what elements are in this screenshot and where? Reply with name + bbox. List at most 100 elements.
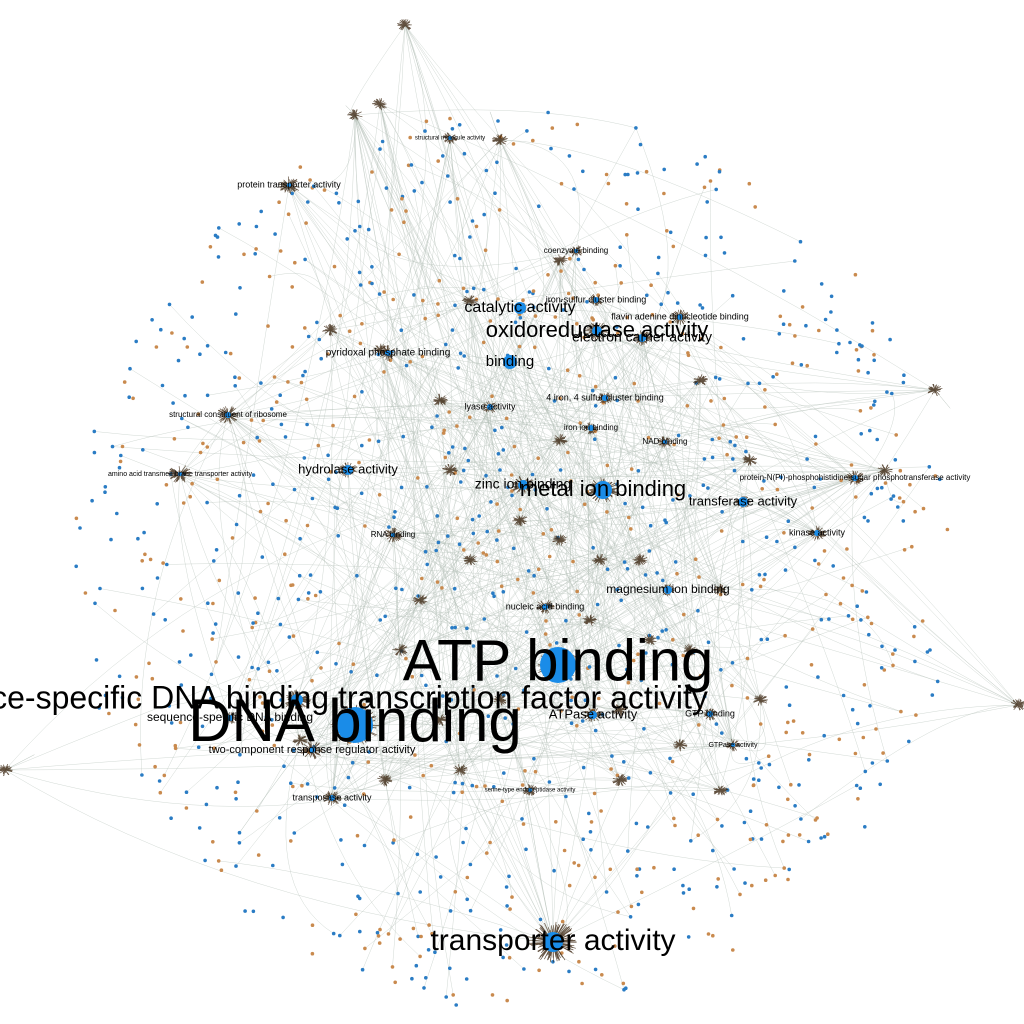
leaf-node <box>287 635 292 639</box>
edge <box>256 399 441 812</box>
node-label: flavin adenine dinucleotide binding <box>611 311 749 321</box>
leaf-node <box>317 337 322 342</box>
edge <box>443 250 577 434</box>
leaf-node <box>266 324 270 328</box>
leaf-node <box>471 286 476 291</box>
leaf-node <box>278 622 283 627</box>
leaf-node <box>763 572 767 577</box>
leaf-node <box>629 467 634 471</box>
leaf-node <box>592 791 597 796</box>
edge <box>299 379 701 741</box>
leaf-node <box>504 416 509 421</box>
edge <box>393 785 721 844</box>
leaf-node <box>593 384 598 389</box>
leaf-node <box>763 878 768 882</box>
cluster <box>217 406 240 424</box>
edge <box>354 114 592 429</box>
leaf-node <box>476 541 481 545</box>
edge <box>354 230 577 267</box>
edge <box>227 414 433 934</box>
leaf-node <box>310 496 315 501</box>
leaf-node <box>254 809 259 813</box>
leaf-node <box>391 297 396 302</box>
node-label: zinc ion binding <box>475 476 572 492</box>
leaf-node <box>315 650 320 655</box>
hub-node <box>291 694 303 706</box>
edge <box>404 24 856 479</box>
edge <box>522 484 666 525</box>
leaf-node <box>360 390 364 394</box>
node-label: ATP binding <box>403 628 714 693</box>
edge <box>331 797 554 943</box>
edge <box>160 299 471 793</box>
leaf-node <box>277 816 282 820</box>
hub-node <box>487 404 493 410</box>
leaf-node <box>499 584 504 589</box>
leaf-node <box>680 331 685 336</box>
edge <box>552 785 857 943</box>
leaf-node <box>511 546 516 551</box>
hub-node <box>287 183 291 187</box>
leaf-node <box>818 477 823 481</box>
leaf-node <box>483 248 488 252</box>
leaf-node <box>236 780 240 784</box>
leaf-node <box>210 637 214 641</box>
leaf-node <box>345 237 350 241</box>
leaf-node <box>236 591 241 595</box>
edge <box>552 330 608 943</box>
edge <box>559 259 594 716</box>
leaf-node <box>363 946 367 951</box>
leaf-node <box>275 669 279 673</box>
leaf-node <box>205 344 210 348</box>
leaf-node <box>676 493 680 497</box>
leaf-node <box>444 342 448 347</box>
leaf-node <box>661 578 665 583</box>
cluster <box>463 554 478 566</box>
leaf-node <box>247 677 252 682</box>
leaf-node <box>593 967 598 972</box>
edge <box>439 719 818 819</box>
edge <box>4 769 364 807</box>
leaf-node <box>799 363 804 367</box>
leaf-node <box>234 312 238 316</box>
leaf-node <box>730 683 734 688</box>
leaf-node <box>103 485 108 489</box>
leaf-node <box>286 380 290 384</box>
leaf-node <box>453 303 457 308</box>
edge <box>710 180 761 701</box>
leaf-node <box>569 479 573 483</box>
leaf-node <box>702 185 707 190</box>
edge <box>701 338 818 534</box>
edge <box>227 414 554 943</box>
edge <box>667 589 1019 706</box>
edge <box>218 860 554 943</box>
leaf-node <box>730 293 735 298</box>
leaf-node <box>238 286 242 290</box>
leaf-node <box>251 473 256 477</box>
edge <box>354 114 394 536</box>
leaf-node <box>773 873 777 878</box>
leaf-node <box>333 505 337 510</box>
leaf-node <box>777 785 781 790</box>
leaf-node <box>703 154 707 159</box>
edge <box>309 179 604 491</box>
leaf-node <box>521 822 526 826</box>
leaf-node <box>541 532 546 536</box>
edge <box>719 704 1019 791</box>
leaf-node <box>495 538 499 542</box>
edge <box>519 307 678 574</box>
leaf-node <box>636 902 641 907</box>
edge <box>227 299 471 416</box>
node-label: electron carrier activity <box>572 329 712 345</box>
leaf-node <box>786 519 791 523</box>
leaf-node <box>377 493 382 497</box>
leaf-node <box>483 784 487 788</box>
leaf-node <box>893 648 897 652</box>
leaf-node <box>510 895 514 899</box>
leaf-node <box>468 862 473 867</box>
leaf-node <box>575 724 579 728</box>
leaf-node <box>484 553 489 557</box>
leaf-node <box>492 785 496 789</box>
edge <box>317 652 461 771</box>
